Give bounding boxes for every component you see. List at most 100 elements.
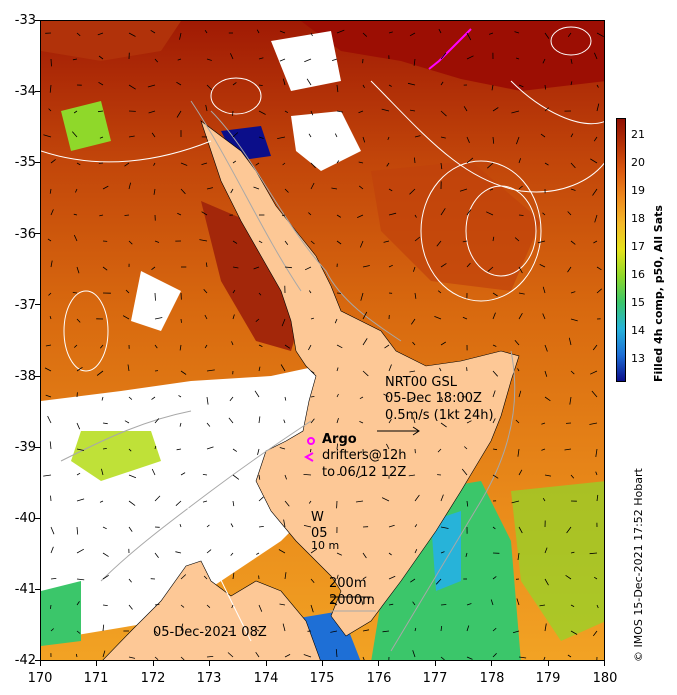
current-vector [232, 82, 237, 86]
current-vector [330, 630, 338, 633]
current-vector [566, 526, 572, 534]
current-vector [154, 552, 159, 558]
y-tick-label: -40 [14, 511, 36, 526]
current-vector [381, 497, 390, 502]
current-vector [206, 369, 215, 372]
current-vector [570, 318, 578, 322]
current-vector [282, 623, 286, 632]
current-vector [202, 500, 208, 503]
current-vector [466, 656, 473, 660]
current-vector [336, 473, 341, 476]
current-vector [359, 240, 364, 248]
current-vector [492, 448, 498, 451]
current-vector [359, 421, 364, 424]
current-vector [153, 162, 156, 166]
current-vector [232, 474, 240, 480]
current-vector [180, 472, 186, 476]
current-vector [465, 552, 468, 558]
current-vector [256, 552, 260, 555]
current-scale-arrow [377, 426, 420, 436]
currents-date: 05-Dec 18:00Z [385, 391, 482, 406]
current-vector [492, 236, 495, 242]
current-vector [434, 316, 442, 320]
current-vector [388, 31, 393, 34]
tick-mark [35, 589, 40, 590]
current-vector [511, 500, 520, 504]
current-vector [205, 104, 208, 112]
current-vector [570, 551, 575, 554]
current-vector [49, 441, 52, 450]
colorbar-label: 14 [631, 324, 645, 337]
current-vector [258, 526, 264, 528]
current-vector [515, 419, 520, 424]
current-vector [128, 182, 131, 190]
current-vector [541, 422, 546, 425]
current-vector [50, 628, 54, 632]
current-vector [437, 448, 442, 453]
current-vector [544, 547, 548, 554]
current-vector [592, 188, 598, 196]
current-vector [518, 158, 521, 164]
current-vector [179, 422, 182, 427]
current-vector [102, 624, 105, 632]
current-vector [435, 578, 442, 585]
current-vector [76, 630, 81, 634]
tick-mark [604, 661, 605, 666]
current-vector [388, 188, 393, 192]
current-vector [334, 318, 338, 324]
current-vector [258, 240, 263, 244]
current-vector [232, 289, 236, 294]
current-vector [44, 367, 52, 372]
current-vector [388, 418, 392, 424]
current-vector [284, 654, 291, 658]
current-vector [128, 135, 135, 138]
current-vector [102, 604, 108, 606]
current-vector [543, 656, 546, 660]
current-vector [128, 32, 136, 37]
y-tick-label: -36 [14, 227, 36, 242]
current-vector [336, 417, 339, 424]
current-vector [204, 314, 208, 320]
current-vector [357, 474, 364, 479]
tick-mark [153, 661, 154, 666]
current-vector [544, 107, 550, 112]
x-tick-label: 175 [309, 671, 335, 686]
current-vector [147, 84, 156, 88]
current-vector [381, 108, 390, 112]
current-vector [388, 212, 397, 216]
current-vector [203, 575, 208, 580]
current-vector [50, 495, 52, 502]
current-vector [128, 396, 133, 400]
current-vector [593, 136, 598, 142]
current-vector [50, 58, 52, 67]
current-vector [310, 604, 314, 613]
current-vector [596, 288, 602, 294]
current-vector [255, 162, 260, 166]
current-vector [594, 214, 598, 223]
current-vector [176, 110, 182, 118]
current-vector [310, 182, 315, 190]
current-vector [492, 576, 497, 580]
current-vector [459, 188, 468, 192]
current-vector [308, 133, 312, 138]
current-vector [154, 495, 161, 502]
current-vector [99, 214, 104, 217]
current-vector [492, 526, 496, 530]
model-contours [41, 26, 604, 642]
current-vector [50, 578, 57, 580]
current-vector [466, 32, 472, 41]
x-tick-label: 179 [535, 671, 561, 686]
wind-date: 05 [311, 526, 328, 541]
current-vector [50, 604, 52, 609]
current-vector [48, 292, 52, 296]
current-vector [408, 474, 416, 477]
current-vector [255, 628, 260, 632]
current-vector [75, 653, 78, 658]
current-vector [281, 214, 286, 217]
current-vector [50, 526, 55, 535]
current-vector [206, 524, 210, 528]
current-vector [310, 578, 315, 583]
current-vector [358, 161, 364, 164]
current-vector [440, 494, 444, 502]
current-vector [128, 240, 133, 245]
